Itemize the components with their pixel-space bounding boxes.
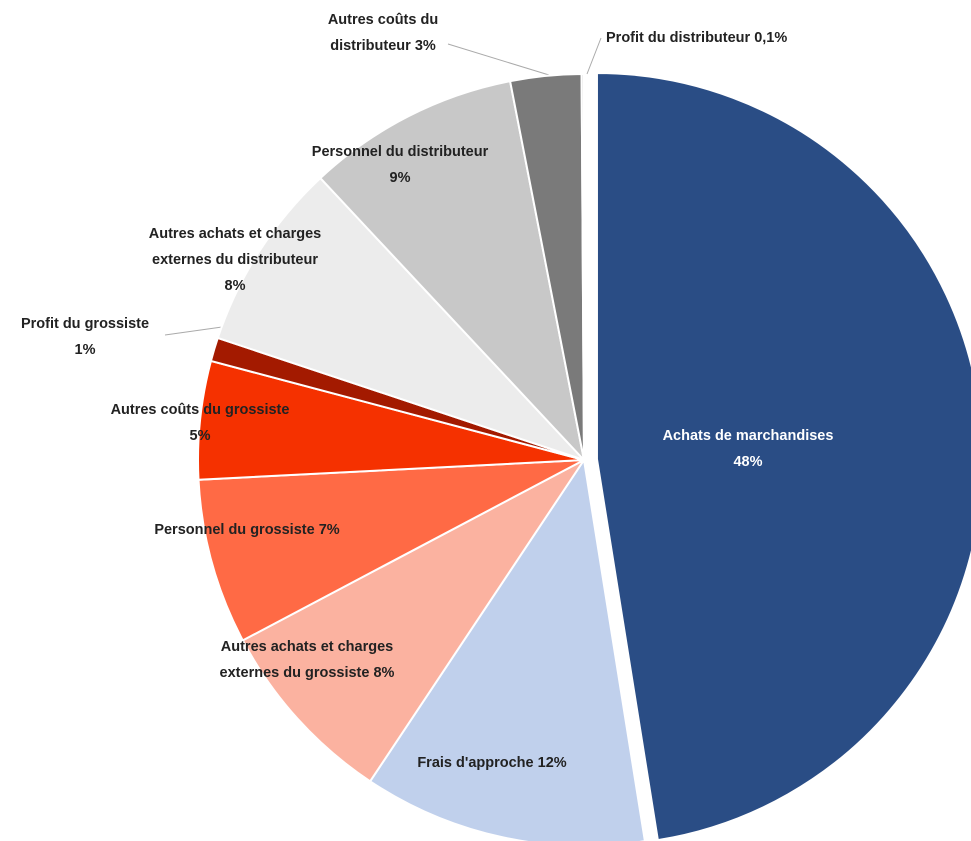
category-name: Frais d'approche: [417, 755, 534, 771]
pie-slice: [595, 71, 971, 841]
value-label: 8%: [224, 278, 246, 294]
value-label: 0,1%: [754, 30, 788, 46]
value-label: 48%: [733, 454, 763, 470]
value-label: 12%: [537, 755, 567, 771]
slice-label: Profit du distributeur 0,1%: [606, 25, 866, 51]
category-name: Profit du distributeur: [606, 30, 751, 46]
value-label: 5%: [189, 428, 211, 444]
pie-slice: [197, 459, 585, 642]
slice-label: Achats de marchandises 48%: [648, 423, 848, 475]
slice-label: Autres coûts du grossiste 5%: [90, 397, 310, 449]
leader-line: [164, 326, 223, 336]
value-label: 7%: [318, 522, 340, 538]
slice-label: Personnel du grossiste 7%: [132, 517, 362, 543]
slice-label: Frais d'approche 12%: [382, 750, 602, 776]
category-name: Personnel du grossiste: [154, 522, 315, 538]
pie-slice: [580, 72, 585, 461]
value-label: 3%: [414, 38, 436, 54]
category-name: Autres achats et charges externes du gro…: [219, 639, 394, 681]
category-name: Autres coûts du distributeur: [327, 12, 439, 54]
value-label: 8%: [373, 665, 395, 681]
category-name: Profit du grossiste: [20, 316, 150, 332]
value-label: 1%: [74, 342, 96, 358]
category-name: Autres achats et charges externes du dis…: [148, 226, 322, 268]
leader-line: [586, 37, 602, 75]
value-label: 9%: [389, 170, 411, 186]
category-name: Autres coûts du grossiste: [110, 402, 290, 418]
pie-slice: [241, 459, 585, 783]
slice-label: Profit du grossiste 1%: [0, 311, 170, 363]
category-name: Achats de marchandises: [662, 428, 834, 444]
slice-label: Personnel du distributeur 9%: [285, 139, 515, 191]
pie-slice: [368, 457, 646, 841]
pie-slice: [318, 79, 586, 464]
slice-label: Autres coûts du distributeur 3%: [313, 7, 453, 59]
slice-label: Autres achats et charges externes du dis…: [128, 221, 343, 299]
slice-label: Autres achats et charges externes du gro…: [200, 634, 415, 686]
pie-slice: [216, 176, 585, 461]
category-name: Personnel du distributeur: [311, 144, 489, 160]
leader-line: [447, 43, 550, 76]
